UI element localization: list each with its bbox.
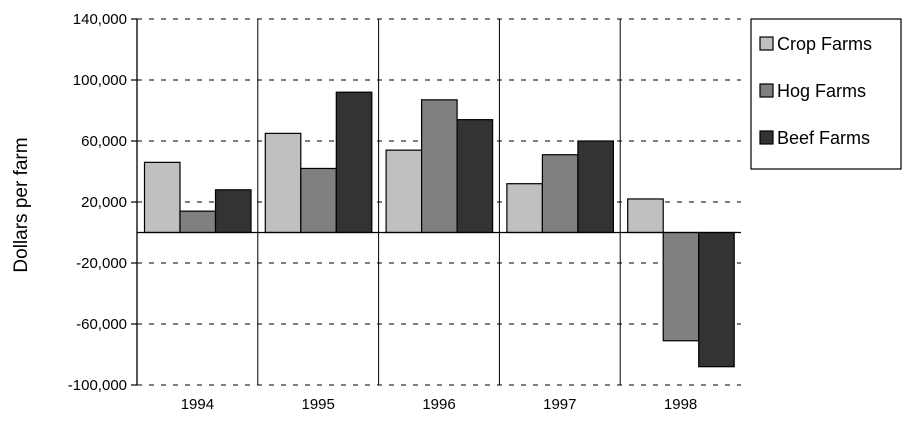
- bar-crop-farms-1995: [264, 132, 302, 234]
- y-tick-label: -60,000: [76, 316, 127, 333]
- bar-hog-farms-1996: [421, 99, 458, 234]
- y-tick-label: -20,000: [76, 255, 127, 272]
- legend-swatch-hog-farms: [759, 83, 774, 98]
- y-tick-label: 140,000: [73, 11, 127, 28]
- bar-crop-farms-1996: [385, 149, 423, 234]
- legend-box: [750, 18, 902, 170]
- x-tick-label: 1994: [181, 396, 214, 413]
- bar-hog-farms-1995: [300, 167, 337, 234]
- legend-label: Beef Farms: [777, 128, 870, 148]
- x-tick-label: 1995: [302, 396, 335, 413]
- legend-label: Hog Farms: [777, 81, 866, 101]
- x-tick-label: 1998: [664, 396, 697, 413]
- bar-beef-farms-1998: [698, 231, 735, 368]
- bar-beef-farms-1994: [214, 189, 252, 234]
- axes: [131, 18, 741, 386]
- y-tick-label: 20,000: [81, 194, 127, 211]
- bars: [143, 91, 735, 368]
- bar-hog-farms-1998: [662, 231, 700, 342]
- y-tick-label: 60,000: [81, 133, 127, 150]
- bar-beef-farms-1995: [335, 91, 373, 234]
- bar-hog-farms-1994: [179, 210, 217, 234]
- bar-crop-farms-1994: [143, 161, 181, 234]
- y-tick-label: 100,000: [73, 72, 127, 89]
- bar-hog-farms-1997: [541, 154, 579, 234]
- y-axis-label: Dollars per farm: [11, 137, 32, 272]
- x-tick-labels: 1994 1995 1996 1997 1998: [181, 396, 698, 413]
- y-tick-label: -100,000: [68, 377, 127, 394]
- bar-beef-farms-1997: [577, 140, 615, 234]
- legend-label: Crop Farms: [777, 34, 872, 54]
- legend-swatch-crop-farms: [759, 36, 774, 51]
- y-tick-labels: -100,000 -60,000 -20,000 20,000 60,000 100,00…: [68, 11, 127, 394]
- x-tick-label: 1997: [543, 396, 576, 413]
- x-tick-label: 1996: [422, 396, 455, 413]
- legend-swatch-beef-farms: [759, 130, 774, 145]
- bar-crop-farms-1998: [627, 198, 664, 234]
- bar-crop-farms-1997: [506, 183, 543, 234]
- legend: Crop Farms Hog Farms Beef Farms: [750, 18, 902, 170]
- bar-beef-farms-1996: [456, 119, 494, 234]
